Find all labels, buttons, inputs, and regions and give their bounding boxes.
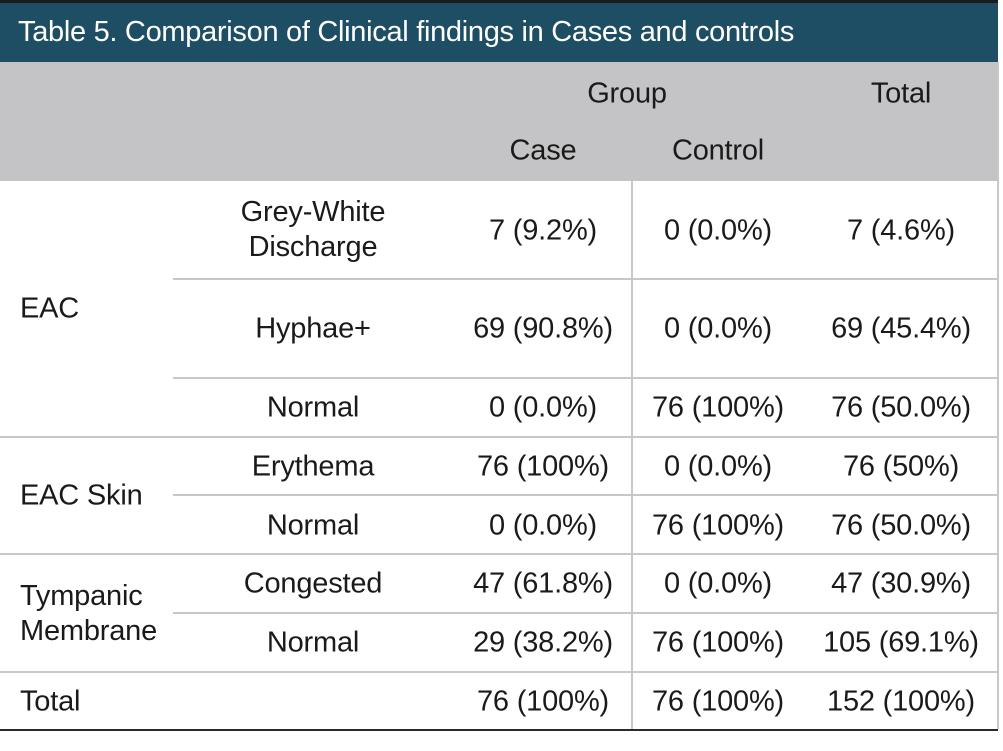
header-case: Case: [509, 134, 577, 167]
group-divider: [0, 553, 998, 555]
row-divider: [173, 494, 998, 496]
control-value: 0 (0.0%): [664, 450, 772, 483]
column-divider: [631, 181, 633, 729]
total-value: 47 (30.9%): [831, 567, 971, 600]
total-value: 76 (50.0%): [831, 391, 971, 424]
row-divider: [173, 278, 998, 280]
finding-congested: Congested: [243, 567, 383, 600]
finding-grey-white-discharge: Grey-White Discharge: [240, 196, 386, 263]
control-value: 76 (100%): [652, 626, 784, 659]
finding-hyphae: Hyphae+: [255, 312, 371, 345]
finding-erythema: Erythema: [251, 450, 375, 483]
case-value: 47 (61.8%): [473, 567, 613, 600]
row-divider: [173, 377, 998, 379]
group-divider: [0, 436, 998, 438]
finding-normal: Normal: [266, 391, 360, 424]
case-value: 29 (38.2%): [473, 626, 613, 659]
header-group: Group: [587, 77, 667, 110]
table-header: [0, 62, 998, 181]
total-row-case: 76 (100%): [477, 685, 609, 718]
group-divider: [0, 671, 998, 673]
case-value: 69 (90.8%): [473, 312, 613, 345]
table-title: Table 5. Comparison of Clinical findings…: [18, 16, 795, 48]
control-value: 76 (100%): [652, 509, 784, 542]
finding-normal: Normal: [266, 509, 360, 542]
category-eac-skin: EAC Skin: [20, 479, 143, 512]
table-right-border: [997, 62, 999, 729]
total-value: 105 (69.1%): [823, 626, 979, 659]
control-value: 0 (0.0%): [664, 312, 772, 345]
total-row-control: 76 (100%): [652, 685, 784, 718]
control-value: 0 (0.0%): [664, 214, 772, 247]
case-value: 0 (0.0%): [489, 509, 597, 542]
finding-normal: Normal: [266, 626, 360, 659]
row-divider: [173, 612, 998, 614]
category-eac: EAC: [20, 292, 80, 325]
category-tympanic-membrane: Tympanic Membrane: [20, 580, 158, 647]
table-title-bar: Table 5. Comparison of Clinical findings…: [0, 0, 998, 62]
table-bottom-rule: [0, 729, 998, 731]
total-value: 76 (50%): [842, 450, 960, 483]
case-value: 76 (100%): [477, 450, 609, 483]
total-value: 69 (45.4%): [831, 312, 971, 345]
header-total: Total: [870, 77, 932, 110]
control-value: 76 (100%): [652, 391, 784, 424]
total-row-total: 152 (100%): [827, 685, 975, 718]
total-row-label: Total: [20, 685, 81, 718]
total-value: 76 (50.0%): [831, 509, 971, 542]
case-value: 7 (9.2%): [489, 214, 597, 247]
total-value: 7 (4.6%): [847, 214, 955, 247]
control-value: 0 (0.0%): [664, 567, 772, 600]
case-value: 0 (0.0%): [489, 391, 597, 424]
header-control: Control: [671, 134, 765, 167]
